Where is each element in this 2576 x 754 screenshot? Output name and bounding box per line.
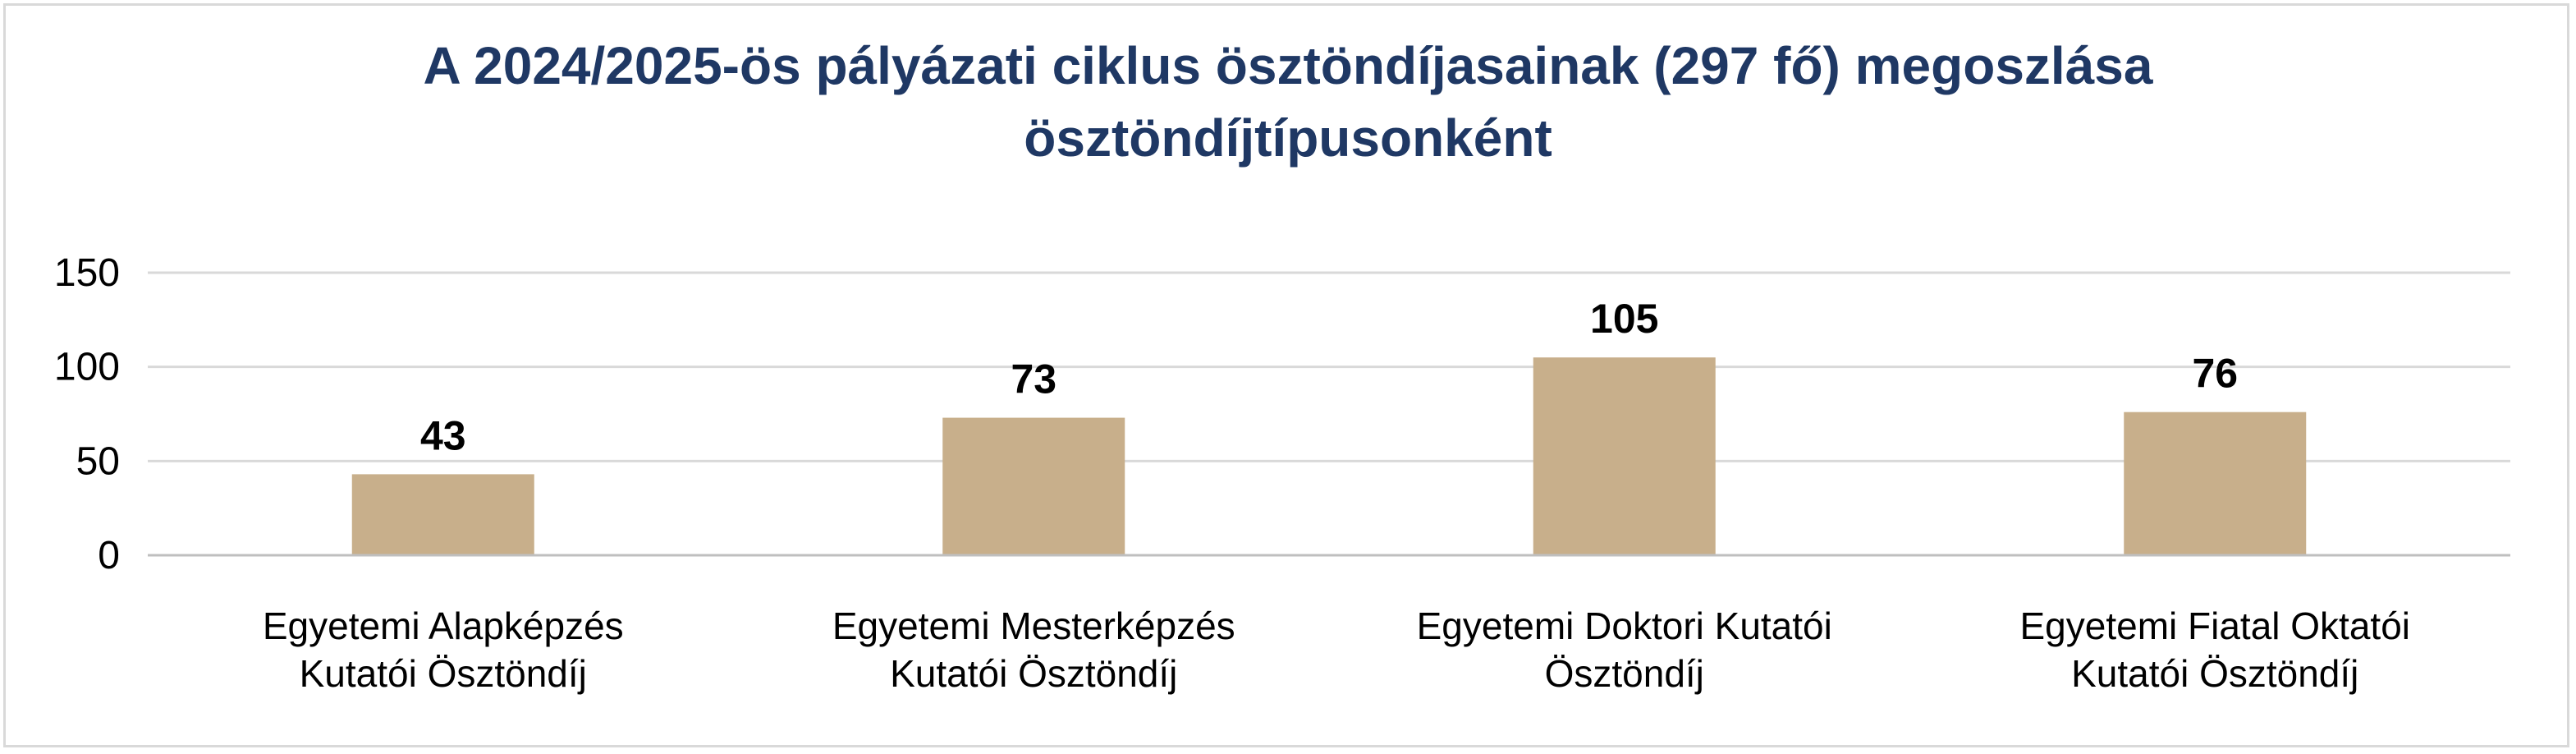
chart-title-line-2: ösztöndíjtípusonként [1024,108,1552,168]
x-tick-label: Kutatói Ösztöndíj [890,652,1177,695]
data-label: 73 [1011,356,1057,402]
x-tick-label: Egyetemi Fiatal Oktatói [2019,605,2410,647]
y-tick-label: 50 [76,439,120,483]
y-tick-label: 150 [54,251,120,295]
bar [942,417,1125,554]
x-tick-label: Kutatói Ösztöndíj [300,652,587,695]
chart-title-line-1: A 2024/2025-ös pályázati ciklus ösztöndí… [423,36,2153,95]
x-tick-label: Kutatói Ösztöndíj [2071,652,2358,695]
bar [1533,357,1716,554]
x-tick-label: Egyetemi Mesterképzés [832,605,1235,647]
y-tick-label: 0 [98,534,120,577]
bar [2124,411,2307,554]
data-label: 76 [2192,351,2238,397]
data-label: 105 [1590,296,1658,342]
bar [351,474,534,554]
chart-frame [3,3,2569,747]
x-tick-label: Egyetemi Alapképzés [263,605,624,647]
chart-title: A 2024/2025-ös pályázati ciklus ösztöndí… [0,30,2576,174]
y-tick-label: 100 [54,346,120,389]
data-label: 43 [420,412,466,458]
x-tick-label: Ösztöndíj [1545,652,1704,695]
x-tick-label: Egyetemi Doktori Kutatói [1417,605,1832,647]
